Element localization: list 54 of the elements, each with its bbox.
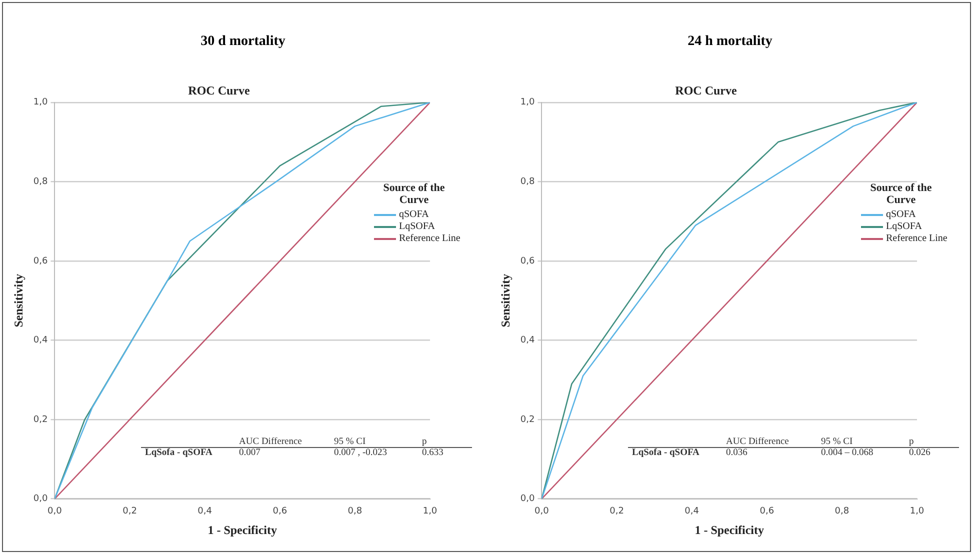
annotation: p [909, 437, 960, 448]
legend-label: Reference Line [399, 233, 460, 244]
annotation: 0.007 , -0.023 [334, 448, 388, 458]
y-tick-label: 0,0 [520, 494, 535, 504]
annotation: 95 % CI [821, 437, 910, 448]
annotation: 0.007 [239, 448, 262, 458]
y-tick-label: 0,8 [33, 177, 48, 188]
y-tick-label: 1,0 [33, 98, 48, 108]
y-tick-label: 1,0 [520, 98, 535, 108]
x-axis-title: 1 - Specificity [208, 522, 278, 537]
x-tick-label: 0,2 [610, 506, 624, 517]
legend-label: Reference Line [886, 233, 948, 244]
annotation: 0.036 [726, 448, 748, 458]
y-tick-label: 0,6 [33, 256, 48, 266]
y-tick-label: 0,6 [520, 256, 535, 266]
annotation: 0.633 [422, 448, 444, 458]
x-tick-label: 0,6 [760, 506, 774, 517]
y-axis-title: Sensitivity [11, 274, 26, 328]
chart-subtitle: ROC Curve [675, 83, 738, 98]
y-axis-title: Sensitivity [498, 274, 512, 328]
y-tick-label: 0,4 [33, 336, 48, 346]
legend-title: Source of the Curve [382, 182, 446, 206]
x-tick-label: 0,0 [48, 506, 62, 517]
legend-label: qSOFA [399, 209, 429, 220]
annotation: p [422, 437, 472, 448]
legend-label: qSOFA [886, 209, 916, 220]
y-tick-label: 0,4 [520, 336, 535, 346]
y-tick-label: 0,2 [520, 414, 535, 425]
annotation: LqSofa - qSOFA [631, 448, 700, 458]
x-tick-label: 0,4 [198, 506, 212, 517]
annotation: 95 % CI [334, 437, 422, 448]
x-tick-label: 0,8 [834, 506, 850, 517]
x-tick-label: 0,4 [684, 506, 700, 517]
chart-title: 24 h mortality [686, 34, 774, 50]
legend-title: Source of the Curve [869, 182, 933, 206]
annotation: AUC Difference [726, 437, 822, 448]
y-tick-label: 0,2 [33, 414, 48, 425]
legend-label: LqSOFA [886, 221, 922, 232]
x-tick-label: 0,0 [534, 506, 550, 517]
chart-title: 30 d mortality [200, 34, 286, 50]
annotation: 0.004 – 0.068 [821, 448, 874, 458]
chart-subtitle: ROC Curve [188, 83, 250, 98]
y-tick-label: 0,0 [33, 494, 48, 504]
annotation: LqSofa - qSOFA [144, 448, 214, 458]
x-tick-label: 1,0 [910, 506, 924, 517]
x-tick-label: 0,8 [348, 506, 362, 517]
x-tick-label: 0,2 [122, 506, 137, 517]
y-tick-label: 0,8 [520, 177, 535, 188]
annotation: AUC Difference [239, 437, 334, 448]
x-tick-label: 1,0 [422, 506, 438, 517]
x-axis-title: 1 - Specificity [694, 522, 764, 537]
x-tick-label: 0,6 [272, 506, 288, 517]
legend-label: LqSOFA [399, 221, 435, 232]
annotation: 0.026 [909, 448, 932, 458]
